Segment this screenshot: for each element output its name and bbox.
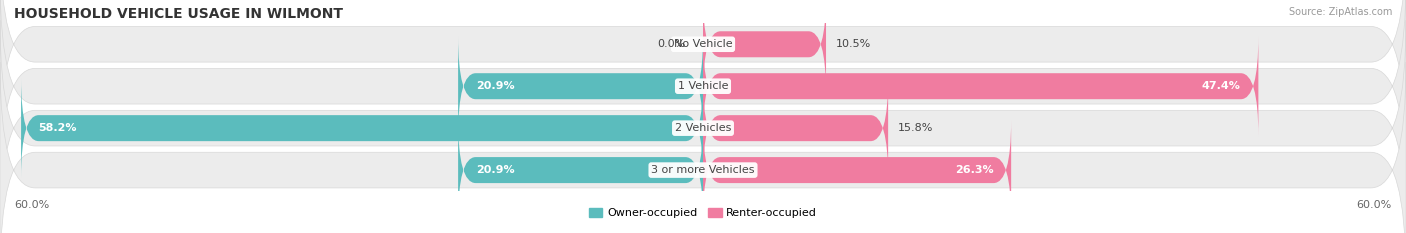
FancyBboxPatch shape	[458, 120, 703, 220]
FancyBboxPatch shape	[703, 78, 889, 178]
FancyBboxPatch shape	[0, 0, 1406, 152]
Text: 60.0%: 60.0%	[14, 200, 49, 210]
Text: No Vehicle: No Vehicle	[673, 39, 733, 49]
FancyBboxPatch shape	[703, 0, 827, 94]
Text: 10.5%: 10.5%	[835, 39, 870, 49]
Text: 1 Vehicle: 1 Vehicle	[678, 81, 728, 91]
FancyBboxPatch shape	[703, 120, 1011, 220]
Text: 3 or more Vehicles: 3 or more Vehicles	[651, 165, 755, 175]
Text: HOUSEHOLD VEHICLE USAGE IN WILMONT: HOUSEHOLD VEHICLE USAGE IN WILMONT	[14, 7, 343, 21]
Text: 60.0%: 60.0%	[1357, 200, 1392, 210]
FancyBboxPatch shape	[0, 62, 1406, 233]
FancyBboxPatch shape	[0, 0, 1406, 194]
Text: 20.9%: 20.9%	[475, 165, 515, 175]
Text: 2 Vehicles: 2 Vehicles	[675, 123, 731, 133]
Text: 20.9%: 20.9%	[475, 81, 515, 91]
Text: 26.3%: 26.3%	[955, 165, 994, 175]
Text: 0.0%: 0.0%	[657, 39, 686, 49]
Text: Source: ZipAtlas.com: Source: ZipAtlas.com	[1288, 7, 1392, 17]
FancyBboxPatch shape	[21, 78, 703, 178]
Text: 15.8%: 15.8%	[897, 123, 932, 133]
FancyBboxPatch shape	[0, 20, 1406, 233]
FancyBboxPatch shape	[458, 36, 703, 136]
Legend: Owner-occupied, Renter-occupied: Owner-occupied, Renter-occupied	[585, 203, 821, 223]
FancyBboxPatch shape	[703, 36, 1258, 136]
Text: 47.4%: 47.4%	[1202, 81, 1241, 91]
Text: 58.2%: 58.2%	[38, 123, 77, 133]
